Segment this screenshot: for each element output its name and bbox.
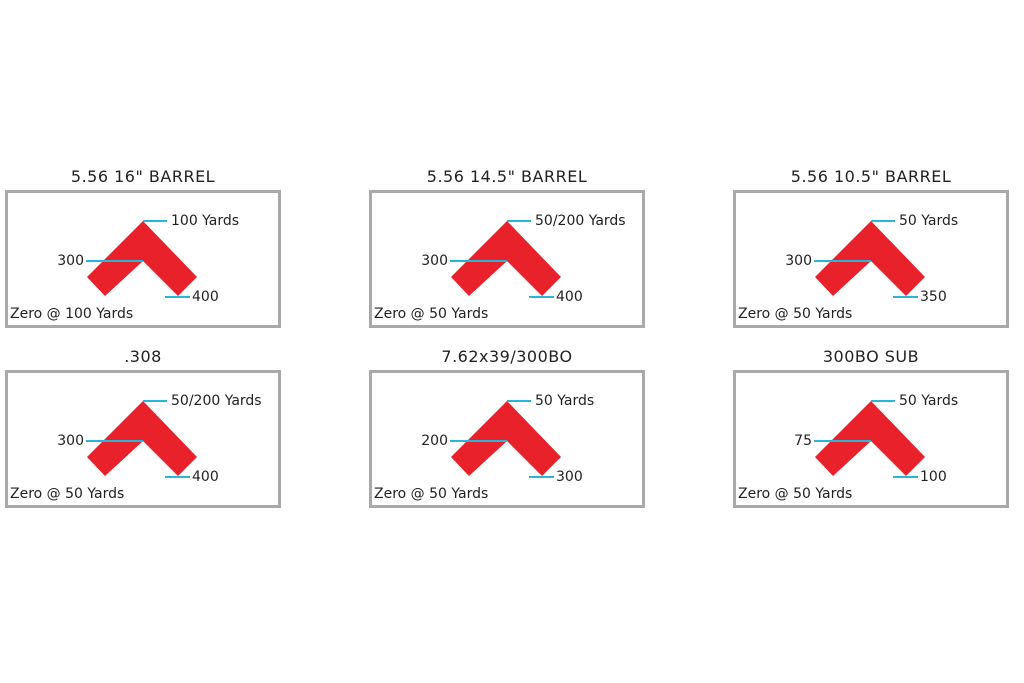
top-range-label: 50/200 Yards	[535, 213, 626, 229]
zero-label: Zero @ 50 Yards	[374, 486, 489, 502]
bottom-range-label: 350	[920, 289, 947, 305]
chevron-mark	[87, 401, 197, 476]
top-range-label: 50 Yards	[535, 393, 595, 409]
reticle-panel: 5.56 10.5" BARREL 50 Yards 300 350 Zero …	[733, 167, 1009, 328]
mid-range-label: 200	[421, 433, 448, 449]
chevron-reticle	[86, 220, 197, 298]
zero-label: Zero @ 100 Yards	[10, 306, 134, 322]
panel-title: 5.56 16" BARREL	[70, 167, 216, 186]
zero-label: Zero @ 50 Yards	[738, 486, 853, 502]
reticle-panel: .308 50/200 Yards 300 400 Zero @ 50 Yard…	[5, 347, 281, 508]
bottom-range-label: 400	[192, 469, 219, 485]
chevron-reticle	[86, 400, 197, 478]
bottom-range-label: 400	[192, 289, 219, 305]
chevron-reticle	[814, 220, 925, 298]
panel-title: 7.62x39/300BO	[441, 347, 573, 366]
mid-range-label: 300	[421, 253, 448, 269]
zero-label: Zero @ 50 Yards	[738, 306, 853, 322]
mid-range-label: 300	[57, 433, 84, 449]
reticle-box	[5, 370, 281, 508]
zero-label: Zero @ 50 Yards	[10, 486, 125, 502]
top-range-label: 50 Yards	[899, 393, 959, 409]
reticle-panel: 5.56 14.5" BARREL 50/200 Yards 300 400 Z…	[369, 167, 645, 328]
reticle-panel: 7.62x39/300BO 50 Yards 200 300 Zero @ 50…	[369, 347, 645, 508]
top-range-label: 50 Yards	[899, 213, 959, 229]
panel-title: .308	[124, 347, 162, 366]
chevron-mark	[87, 221, 197, 296]
chevron-mark	[451, 221, 561, 296]
zero-label: Zero @ 50 Yards	[374, 306, 489, 322]
mid-range-label: 300	[57, 253, 84, 269]
chevron-mark	[815, 401, 925, 476]
chevron-mark	[451, 401, 561, 476]
chevron-reticle	[450, 220, 561, 298]
reticle-panel: 300BO SUB 50 Yards 75 100 Zero @ 50 Yard…	[733, 347, 1009, 508]
chevron-mark	[815, 221, 925, 296]
panel-title: 5.56 14.5" BARREL	[426, 167, 588, 186]
bottom-range-label: 400	[556, 289, 583, 305]
panel-title: 300BO SUB	[822, 347, 920, 366]
mid-range-label: 75	[794, 433, 812, 449]
chevron-reticle	[450, 400, 561, 478]
bottom-range-label: 300	[556, 469, 583, 485]
top-range-label: 100 Yards	[171, 213, 240, 229]
bottom-range-label: 100	[920, 469, 947, 485]
panel-title: 5.56 10.5" BARREL	[790, 167, 952, 186]
mid-range-label: 300	[785, 253, 812, 269]
chevron-reticle	[814, 400, 925, 478]
reticle-panel: 5.56 16" BARREL 100 Yards 300 400 Zero @…	[5, 167, 281, 328]
top-range-label: 50/200 Yards	[171, 393, 262, 409]
